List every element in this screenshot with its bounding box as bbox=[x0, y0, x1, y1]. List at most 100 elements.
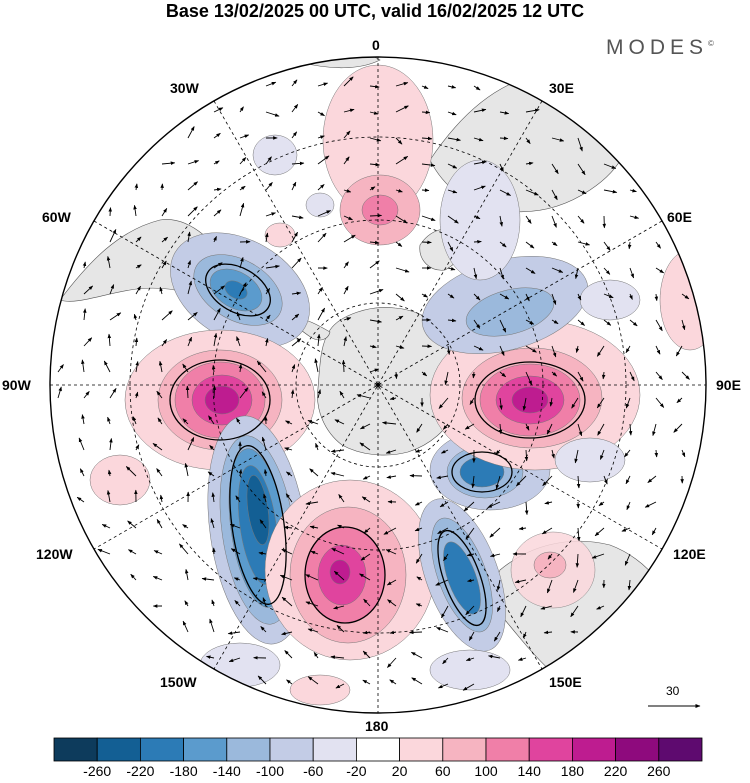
map-boundary bbox=[49, 56, 707, 714]
wind-vector bbox=[83, 285, 94, 295]
wind-vector bbox=[236, 417, 241, 425]
wind-vector bbox=[629, 293, 633, 300]
wind-vector bbox=[439, 501, 449, 508]
wind-vector bbox=[130, 573, 137, 581]
wind-vector bbox=[551, 189, 558, 201]
wind-vector bbox=[109, 437, 113, 451]
wind-vector bbox=[239, 185, 246, 191]
wind-vector bbox=[409, 630, 423, 635]
wind-vector bbox=[462, 683, 475, 691]
wind-vector bbox=[499, 136, 509, 141]
wind-vector bbox=[82, 261, 87, 269]
wind-vector bbox=[305, 501, 319, 506]
wind-vector bbox=[261, 391, 267, 399]
wind-vector bbox=[395, 81, 409, 87]
wind-vector bbox=[263, 493, 267, 503]
wind-vector bbox=[516, 475, 527, 487]
wind-vector bbox=[525, 241, 535, 249]
wind-vector bbox=[107, 333, 112, 347]
wind-vector bbox=[285, 420, 293, 425]
wind-vector bbox=[421, 163, 436, 167]
wind-vector bbox=[290, 389, 295, 399]
wind-vector bbox=[362, 679, 371, 685]
wind-vector bbox=[473, 267, 478, 280]
wind-vector bbox=[654, 449, 659, 458]
wind-vector bbox=[369, 186, 376, 191]
wind-vector bbox=[473, 108, 487, 113]
wind-vector bbox=[471, 475, 475, 489]
antarctica bbox=[317, 307, 462, 456]
wind-vector bbox=[330, 472, 345, 477]
wind-vector bbox=[387, 599, 397, 607]
wind-vector bbox=[598, 501, 605, 506]
wind-vector bbox=[108, 207, 113, 217]
wind-vector bbox=[213, 307, 221, 321]
wind-vector bbox=[629, 188, 637, 193]
wind-vectors bbox=[57, 76, 690, 691]
wind-vector bbox=[464, 423, 475, 430]
wind-vector bbox=[421, 110, 431, 115]
wind-vector bbox=[81, 414, 85, 425]
wind-vector bbox=[577, 137, 583, 152]
wind-vector bbox=[210, 518, 215, 529]
reference-vector-label: 30 bbox=[666, 684, 680, 698]
wind-vector bbox=[421, 188, 430, 193]
wind-vector bbox=[331, 547, 345, 555]
wind-vector bbox=[334, 419, 345, 425]
wind-vector bbox=[333, 570, 345, 581]
wind-vector bbox=[499, 371, 507, 378]
wind-vector bbox=[522, 397, 527, 411]
wind-vector bbox=[305, 601, 319, 607]
wind-vector bbox=[416, 576, 423, 581]
wind-vector bbox=[421, 85, 429, 90]
wind-vector bbox=[209, 618, 215, 633]
wind-vector bbox=[343, 189, 352, 193]
wind-vector bbox=[551, 449, 555, 459]
wind-vector bbox=[343, 130, 351, 139]
wind-vector bbox=[421, 240, 432, 245]
wind-vector bbox=[356, 393, 371, 399]
wind-vector bbox=[387, 657, 397, 668]
wind-vector bbox=[135, 444, 140, 451]
wind-vector bbox=[626, 501, 631, 511]
wind-vector bbox=[233, 577, 241, 581]
wind-vector bbox=[575, 553, 580, 568]
wind-vector bbox=[647, 475, 657, 483]
wind-vector bbox=[213, 235, 217, 243]
wind-vector bbox=[109, 228, 117, 243]
wind-vector bbox=[161, 208, 168, 217]
wind-vector bbox=[525, 345, 537, 353]
wind-vector bbox=[182, 418, 189, 425]
wind-vector bbox=[603, 189, 618, 194]
wind-vector bbox=[239, 256, 244, 269]
wind-vector bbox=[187, 260, 191, 269]
wind-vector bbox=[81, 359, 85, 373]
wind-vector bbox=[499, 319, 507, 333]
wind-vector bbox=[317, 389, 321, 399]
wind-vector bbox=[499, 241, 507, 248]
wind-vector bbox=[135, 236, 142, 243]
wind-vector bbox=[655, 267, 665, 274]
wind-vector bbox=[466, 552, 475, 557]
wind-vector bbox=[577, 319, 585, 326]
wind-vector bbox=[465, 527, 475, 540]
wind-vector bbox=[228, 657, 241, 663]
wind-vector bbox=[675, 345, 683, 357]
wind-vector bbox=[577, 163, 586, 176]
wind-vector bbox=[109, 312, 122, 321]
wind-vector bbox=[628, 423, 633, 436]
colorbar-swatch bbox=[572, 737, 617, 762]
colorbar-tick-label: -140 bbox=[212, 763, 241, 779]
wind-vector bbox=[286, 471, 293, 477]
wind-vector bbox=[447, 111, 457, 116]
wind-vector bbox=[629, 215, 640, 219]
wind-vector bbox=[525, 137, 531, 144]
wind-vector bbox=[257, 675, 267, 685]
wind-vector bbox=[83, 337, 93, 347]
colorbar-tick-label: 260 bbox=[647, 763, 671, 779]
wind-vector bbox=[107, 469, 112, 477]
wind-vector bbox=[473, 137, 484, 142]
wind-vector bbox=[415, 553, 423, 564]
wind-vector bbox=[265, 212, 276, 217]
wind-vector bbox=[234, 600, 241, 607]
